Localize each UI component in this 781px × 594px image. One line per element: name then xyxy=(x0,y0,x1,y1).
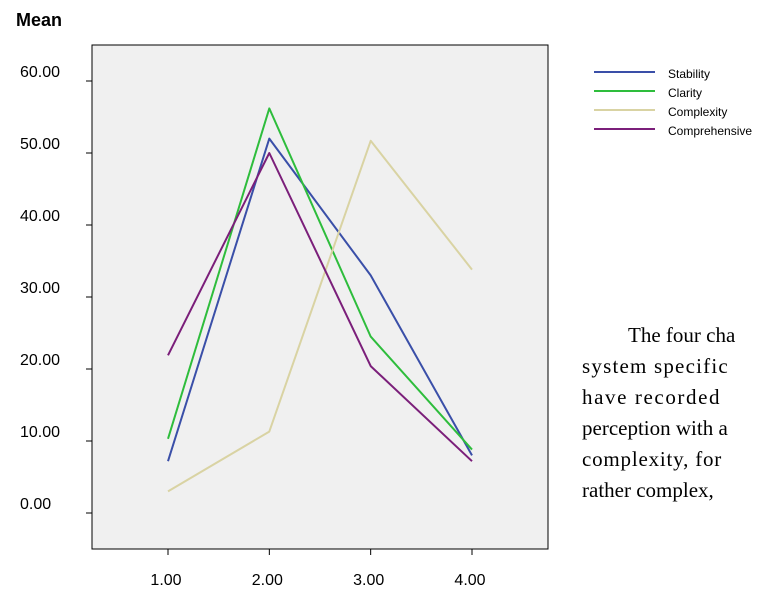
y-tick-label: 60.00 xyxy=(20,64,60,81)
series-line-complexity xyxy=(167,139,473,493)
x-axis-ticks: 1.00 2.00 3.00 4.00 xyxy=(150,549,486,589)
y-tick-label: 50.00 xyxy=(20,136,60,153)
x-tick-label: 3.00 xyxy=(353,572,384,589)
legend: Stability Clarity Complexity Comprehensive xyxy=(594,67,752,138)
paragraph-line: perception with a xyxy=(582,416,728,440)
paragraph-line: rather complex, xyxy=(582,478,714,502)
y-tick-label: 0.00 xyxy=(20,496,51,513)
y-axis-label: Mean xyxy=(16,10,62,30)
series-line-comprehensive xyxy=(167,152,473,462)
series-line-clarity xyxy=(167,107,473,451)
paragraph-line: complexity, for xyxy=(582,447,723,471)
y-tick-label: 30.00 xyxy=(20,280,60,297)
paragraph-line: system specific xyxy=(582,354,729,378)
legend-label: Complexity xyxy=(668,105,727,119)
body-paragraph: The four cha system specific have record… xyxy=(582,320,781,506)
paragraph-line: The four cha xyxy=(628,323,736,347)
paragraph-line: have recorded xyxy=(582,385,722,409)
legend-label: Clarity xyxy=(668,86,702,100)
y-tick-label: 20.00 xyxy=(20,352,60,369)
y-tick-label: 40.00 xyxy=(20,208,60,225)
y-tick-label: 10.00 xyxy=(20,424,60,441)
plot-area xyxy=(91,44,549,550)
x-tick-label: 4.00 xyxy=(454,572,485,589)
y-axis-ticks: 0.00 10.00 20.00 30.00 40.00 50.00 60.00 xyxy=(20,64,92,514)
legend-label: Comprehensive xyxy=(668,124,752,138)
series-line-stability xyxy=(167,137,473,462)
series-lines xyxy=(167,107,473,493)
x-tick-label: 2.00 xyxy=(252,572,283,589)
x-tick-label: 1.00 xyxy=(150,572,181,589)
legend-label: Stability xyxy=(668,67,710,81)
